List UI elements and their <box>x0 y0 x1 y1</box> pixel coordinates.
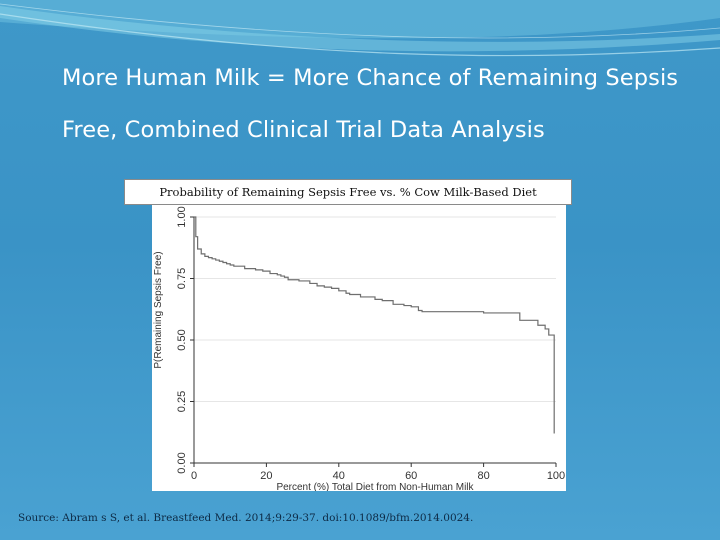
slide-title: More Human Milk = More Chance of Remaini… <box>62 52 702 156</box>
y-tick-label-0: 0.00 <box>176 452 188 473</box>
x-tick-label-1: 20 <box>260 470 272 482</box>
slide-title-line-2: Free, Combined Clinical Trial Data Analy… <box>62 117 545 143</box>
header-swoosh-decoration <box>0 0 720 57</box>
survival-chart: 0.00 0.25 0.50 0.75 1.00 0 20 40 60 80 100 Percent … <box>153 206 565 493</box>
x-tick-label-0: 0 <box>191 470 197 482</box>
x-tick-label-2: 40 <box>333 470 345 482</box>
source-citation: Source: Abram s S, et al. Breastfeed Med… <box>18 512 474 524</box>
survival-step-line-0 <box>194 216 555 434</box>
y-axis-title: P(Remaining Sepsis Free) <box>153 251 164 368</box>
y-tick-label-1: 0.25 <box>176 391 188 412</box>
x-tick-label-4: 80 <box>477 470 489 482</box>
y-tick-label-2: 0.50 <box>176 329 188 350</box>
x-tick-label-5: 100 <box>547 470 565 482</box>
chart-title: Probability of Remaining Sepsis Free vs.… <box>124 179 572 205</box>
chart-plot-area: 0.00 0.25 0.50 0.75 1.00 0 20 40 60 80 100 Percent … <box>152 205 566 493</box>
y-tick-label-4: 1.00 <box>176 206 188 227</box>
x-axis-title: Percent (%) Total Diet from Non-Human Mi… <box>276 482 474 491</box>
y-tick-label-3: 0.75 <box>176 268 188 289</box>
x-tick-label-3: 60 <box>405 470 417 482</box>
slide-title-line-1: More Human Milk = More Chance of Remaini… <box>62 65 679 91</box>
